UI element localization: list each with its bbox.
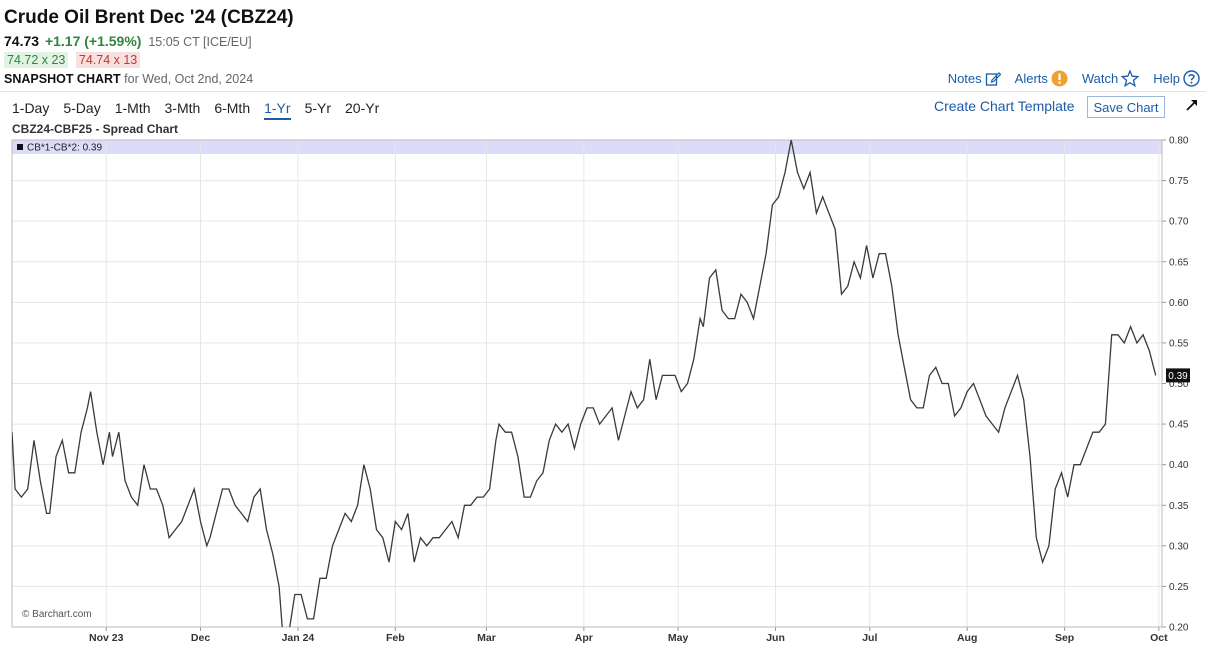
y-tick-label: 0.20 [1169,623,1189,634]
quote-time: 15:05 CT [ICE/EU] [148,35,252,49]
x-tick-label: May [668,632,689,644]
x-tick-label: Jun [766,632,785,644]
watch-link-label: Watch [1081,71,1119,86]
page-title: Crude Oil Brent Dec '24 (CBZ24) [4,7,294,28]
y-tick-label: 0.75 [1169,176,1189,187]
y-tick-label: 0.60 [1169,298,1189,309]
alerts-link-label: Alerts [1014,71,1048,86]
notes-link[interactable]: Notes [948,71,1001,87]
bid-ask: 74.72 x 23 74.74 x 13 [4,52,141,68]
legend-swatch [17,144,23,150]
y-tick-label: 0.45 [1169,420,1189,431]
chart-title: CBZ24-CBF25 - Spread Chart [12,122,179,136]
last-value-label: 0.39 [1168,371,1188,382]
period-tab-1-day[interactable]: 1-Day [12,100,50,116]
x-tick-label: Jul [862,632,877,644]
period-tab-5-yr[interactable]: 5-Yr [304,100,332,116]
period-tab-5-day[interactable]: 5-Day [63,100,101,116]
y-tick-label: 0.30 [1169,541,1189,552]
expand-icon[interactable] [1185,98,1199,112]
y-tick-label: 0.70 [1169,217,1189,228]
y-tick-label: 0.25 [1169,582,1189,593]
price-line: 74.73 +1.17 (+1.59%) 15:05 CT [ICE/EU] [4,33,252,49]
notes-icon [985,71,1001,86]
last-value-badge [1166,368,1190,383]
period-tab-20-yr[interactable]: 20-Yr [345,100,380,116]
y-tick-label: 0.80 [1169,136,1189,147]
top-links: Notes Alerts Watch Help [948,70,1200,87]
alert-icon [1051,70,1068,87]
x-tick-label: Nov 23 [89,632,124,644]
x-tick-label: Oct [1150,632,1168,644]
x-tick-label: Jan 24 [282,632,315,644]
period-selector: 1-Day 5-Day 1-Mth 3-Mth 6-Mth 1-Yr 5-Yr 20-Yr [12,100,379,120]
save-chart-button[interactable]: Save Chart [1087,96,1165,118]
create-chart-template-link[interactable]: Create Chart Template [934,98,1075,114]
help-link-label: Help [1153,71,1180,86]
x-tick-label: Feb [386,632,405,644]
y-tick-label: 0.50 [1169,379,1189,390]
legend-entry: CB*1-CB*2: 0.39 [27,143,102,154]
legend-band [12,140,1162,154]
x-tick-label: Dec [191,632,210,644]
spread-series-line [12,140,1157,627]
alerts-link[interactable]: Alerts [1015,70,1068,87]
y-tick-label: 0.40 [1169,460,1189,471]
ask-badge: 74.74 x 13 [75,52,141,68]
help-icon [1183,70,1200,87]
notes-link-label: Notes [947,71,982,86]
period-tab-3-mth[interactable]: 3-Mth [164,100,201,116]
barchart-watermark: © Barchart.com [22,609,92,620]
x-tick-label: Mar [477,632,496,644]
period-tab-1-mth[interactable]: 1-Mth [114,100,151,116]
y-tick-label: 0.65 [1169,257,1189,268]
snapshot-label: SNAPSHOT CHART [4,72,121,86]
x-tick-label: Aug [957,632,977,644]
header-divider [0,91,1206,92]
snapshot-caption: SNAPSHOT CHART for Wed, Oct 2nd, 2024 [4,72,253,86]
x-tick-label: Sep [1055,632,1074,644]
plot-frame [11,139,1163,628]
star-icon [1121,70,1140,87]
watch-link[interactable]: Watch [1081,70,1140,87]
bid-badge: 74.72 x 23 [4,52,69,68]
price-change: +1.17 (+1.59%) [44,33,142,49]
last-price: 74.73 [4,33,40,49]
period-tab-6-mth[interactable]: 6-Mth [214,100,251,116]
help-link[interactable]: Help [1153,70,1200,87]
period-tab-1-yr[interactable]: 1-Yr [264,100,291,120]
y-tick-label: 0.55 [1169,338,1189,349]
x-tick-label: Apr [575,632,593,644]
snapshot-date: for Wed, Oct 2nd, 2024 [124,72,254,86]
y-tick-label: 0.35 [1169,501,1189,512]
